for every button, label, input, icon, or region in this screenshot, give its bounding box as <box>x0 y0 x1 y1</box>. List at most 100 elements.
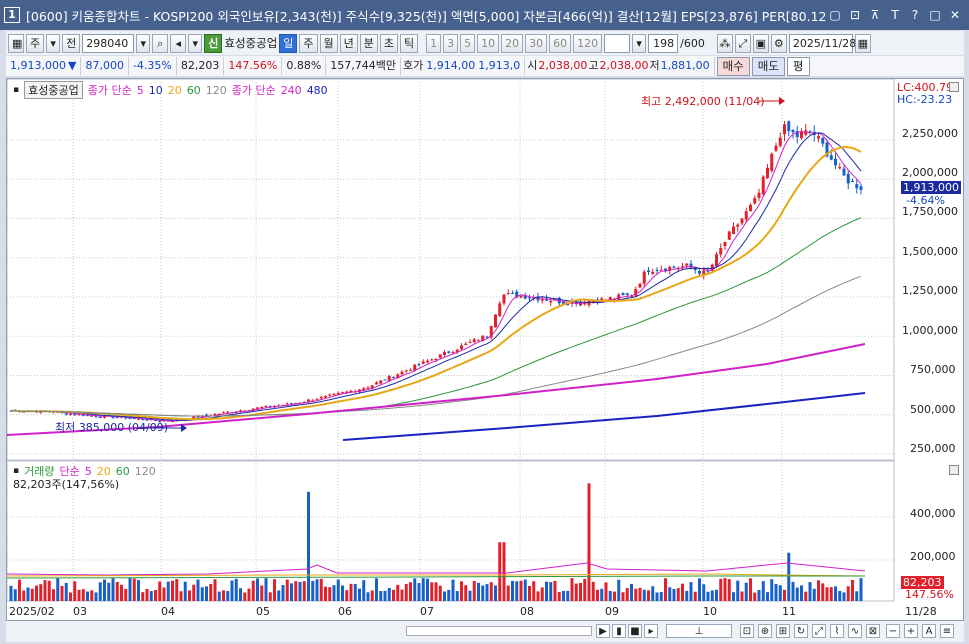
volume-bar <box>795 587 799 601</box>
interval-5[interactable]: 5 <box>460 33 476 53</box>
layout-icon[interactable]: ▢ <box>829 8 841 22</box>
volume-current-pct: 147.56% <box>905 588 954 601</box>
interval-custom-input[interactable] <box>604 33 631 53</box>
chevron-down-icon[interactable]: ▾ <box>188 33 203 53</box>
candle-body <box>192 416 196 420</box>
interval-10[interactable]: 10 <box>477 33 500 53</box>
chevron-down-icon[interactable]: ▾ <box>136 33 151 53</box>
interval-60[interactable]: 60 <box>549 33 572 53</box>
scroll-slider[interactable]: ⊥ <box>666 624 732 638</box>
buy-button[interactable]: 매수 <box>716 56 750 76</box>
text-icon[interactable]: T <box>891 8 899 22</box>
interval-30[interactable]: 30 <box>525 33 548 53</box>
period-day[interactable]: 일 <box>279 33 298 53</box>
volume-bar <box>362 580 366 601</box>
candle-body <box>370 385 374 389</box>
save-icon[interactable]: ▣ <box>752 33 769 53</box>
xtick: 11 <box>782 605 796 618</box>
candle-body <box>668 266 672 271</box>
candle-body <box>375 382 378 385</box>
volume-current-marker: 82,203 <box>901 576 944 589</box>
trend-icon[interactable]: ⤢ <box>812 624 826 638</box>
settings-icon[interactable]: ⚙ <box>770 33 787 53</box>
chevron-down-icon[interactable]: ▾ <box>46 33 61 53</box>
period-month[interactable]: 월 <box>319 33 338 53</box>
volume-bar <box>26 587 30 601</box>
window-number[interactable]: 1 <box>4 7 20 23</box>
volume-bar <box>617 579 621 601</box>
candle-body <box>702 270 706 276</box>
evaluate-button[interactable]: 평 <box>786 56 810 76</box>
close-icon[interactable]: ✕ <box>949 8 961 22</box>
volume-bar <box>417 583 421 601</box>
interval-3[interactable]: 3 <box>443 33 459 53</box>
candle-body <box>256 407 259 409</box>
scroll-track[interactable] <box>406 626 592 636</box>
chevron-down-icon[interactable]: ▾ <box>632 33 647 53</box>
date-input[interactable]: 2025/11/28 <box>788 33 856 53</box>
calendar-icon[interactable]: ▦ <box>854 33 871 53</box>
low-label: 저 <box>649 59 660 72</box>
pin-icon[interactable]: ⊼ <box>870 8 880 22</box>
candle-body <box>842 168 846 176</box>
period-second[interactable]: 초 <box>379 33 399 53</box>
link-icon[interactable]: ⊡ <box>849 8 861 22</box>
period-year[interactable]: 년 <box>339 33 358 53</box>
candle-body <box>838 167 842 169</box>
legend-stock-name[interactable]: 효성중공업 <box>24 81 83 99</box>
legend-handle-icon[interactable]: ▪ <box>13 85 20 95</box>
ytick: 1,750,000 <box>902 205 958 218</box>
chart-compare-icon[interactable]: ⊠ <box>866 624 880 638</box>
candle-body <box>698 270 701 274</box>
help-icon[interactable]: ? <box>911 8 919 22</box>
scroll-bar[interactable]: ▶ ▮ ■ ▸ ⊥ ⊡ ⊕ ⊞ ↻ ⤢ ⌇ ∿ ⊠ − + A ≡ <box>6 621 964 642</box>
panel-close-icon[interactable] <box>949 82 959 92</box>
candle-body <box>791 129 795 133</box>
candle-body <box>294 402 298 404</box>
grid-icon[interactable]: ▦ <box>8 33 24 53</box>
search-icon[interactable]: ⌕ <box>152 33 169 53</box>
fast-forward-icon[interactable]: ▸ <box>644 624 658 638</box>
candle-body <box>766 167 769 179</box>
volume-bar <box>715 589 718 601</box>
stock-code-input[interactable]: 298040 <box>82 33 135 53</box>
chart-split-icon[interactable]: ⊞ <box>776 624 790 638</box>
pause-icon[interactable]: ▮ <box>612 624 626 638</box>
volume-bar <box>311 580 315 601</box>
count-input[interactable]: 198 <box>648 33 679 53</box>
trendline-icon[interactable]: ⤢ <box>734 33 751 53</box>
candle-body <box>196 416 200 418</box>
panel-close-icon[interactable] <box>949 465 959 475</box>
period-week[interactable]: 주 <box>299 33 318 53</box>
scroll-right-icon[interactable]: ▶ <box>596 624 610 638</box>
prev-button[interactable]: 전 <box>62 33 81 53</box>
sound-icon[interactable]: ◂ <box>170 33 187 53</box>
indicator-icon[interactable]: ⁂ <box>716 33 733 53</box>
maximize-icon[interactable]: □ <box>929 8 941 22</box>
lock-icon[interactable]: ≡ <box>940 624 954 638</box>
crosshair-icon[interactable]: ⊕ <box>758 624 772 638</box>
legend-ma10: 10 <box>148 83 163 97</box>
chart-type-icon[interactable]: ∿ <box>848 624 862 638</box>
chart-canvas[interactable] <box>7 79 963 620</box>
candle-body <box>485 336 489 338</box>
interval-120[interactable]: 120 <box>573 33 603 53</box>
zoom-box-icon[interactable]: ⊡ <box>740 624 754 638</box>
volume-bar <box>498 542 502 601</box>
stop-icon[interactable]: ■ <box>628 624 642 638</box>
chart-refresh-icon[interactable]: ↻ <box>794 624 808 638</box>
zoom-out-icon[interactable]: − <box>886 624 900 638</box>
interval-1[interactable]: 1 <box>426 33 442 53</box>
chart-line-icon[interactable]: ⌇ <box>830 624 844 638</box>
font-size-icon[interactable]: A <box>922 624 936 638</box>
sell-button[interactable]: 매도 <box>751 56 785 76</box>
candle-body <box>200 415 204 418</box>
zoom-in-icon[interactable]: + <box>904 624 918 638</box>
period-tick[interactable]: 틱 <box>400 33 419 53</box>
period-minute[interactable]: 분 <box>359 33 378 53</box>
legend-handle-icon[interactable]: ▪ <box>13 466 20 476</box>
interval-20[interactable]: 20 <box>501 33 524 53</box>
chart-type-select[interactable]: 주 <box>26 33 45 53</box>
chart-area[interactable]: ▪ 효성중공업 종가 단순 5 10 20 60 120 종가 단순 240 4… <box>6 78 964 621</box>
candle-body <box>86 415 89 417</box>
